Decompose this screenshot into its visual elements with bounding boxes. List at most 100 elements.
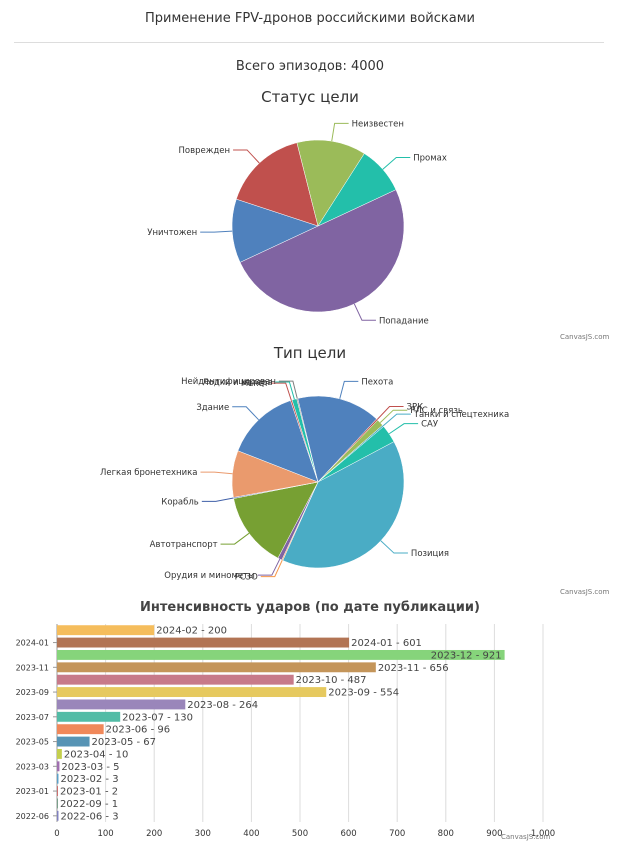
pie-slice-label: Пехота [361,377,393,387]
pie-label-leader [260,560,283,578]
bar-data-label: 2023-09 - 554 [328,688,399,699]
pie-slice-label: Автотранспорт [150,540,218,550]
pie-label-leader [232,406,259,421]
bar-data-label: 2023-12 - 921 [431,650,502,661]
x-tick-label: 900 [486,829,502,839]
y-tick-label: 2023-01 [16,787,49,796]
pie-slice-label: Попадание [379,316,429,326]
bar [57,625,155,636]
bar-data-label: 2023-08 - 264 [187,700,258,711]
pie-slice-label: Неизвестен [352,119,404,129]
pie-slice-label: Танки и спецтехника [413,410,509,420]
pie-label-leader [388,423,419,435]
pie-label-leader [382,413,411,427]
bar [57,687,327,698]
y-tick-label: 2023-11 [16,663,49,672]
pie-slice [297,395,377,483]
y-tick-label: 2024-01 [16,639,49,648]
bar-data-label: 2023-07 - 130 [122,712,193,723]
x-tick-label: 300 [195,829,211,839]
y-tick-label: 2023-05 [16,738,49,747]
bar [57,662,376,673]
x-tick-label: 500 [292,829,308,839]
pie-slice-label: Лодки и катера [202,378,272,388]
pie-slice-label: Легкая бронетехника [100,468,198,478]
pie-label-leader [376,406,404,420]
bar-data-label: 2023-10 - 487 [296,675,367,686]
y-tick-label: 2023-09 [16,688,49,697]
y-tick-label: 2022-06 [16,812,49,821]
pie-slice-label: Нейдентифицирован [181,377,276,387]
bar-data-label: 2023-01 - 2 [60,787,118,798]
pie-slice-label: Орудия и минометы [164,571,255,581]
pie-label-leader [382,156,411,170]
bar [57,786,58,797]
chart-credit: CanvasJS.com [560,333,610,341]
pie-label-leader [201,497,234,502]
pie-label-leader [200,471,233,475]
x-tick-label: 800 [438,829,454,839]
bar-data-label: 2024-01 - 601 [351,638,422,649]
chart-credit: CanvasJS.com [560,588,610,596]
chart-credit: CanvasJS.com [501,833,551,841]
page-title: Применение FPV-дронов российскими войска… [145,11,475,26]
bar [57,810,59,821]
x-tick-label: 200 [146,829,162,839]
type-chart-title: Тип цели [273,344,347,362]
pie-slice-label: ЗРК [407,403,424,413]
pie-slice [317,153,397,227]
title-divider [14,42,604,43]
bar [57,637,350,648]
y-tick-label: 2023-07 [16,713,49,722]
x-tick-label: 1,000 [531,829,555,839]
bar [57,699,186,710]
y-tick-label: 2023-03 [16,762,49,771]
pie-slice [231,198,319,263]
bar [57,761,60,772]
bar-data-label: 2024-02 - 200 [156,626,227,637]
pie-slice-label: Корабль [161,497,199,507]
bar [57,773,59,784]
bar-data-label: 2023-03 - 5 [61,762,119,773]
pie-label-leader [379,409,408,423]
x-tick-label: 0 [54,829,59,839]
pie-slice [296,139,365,227]
bar-data-label: 2022-09 - 1 [60,799,118,810]
pie-slice-label: Позиция [411,549,449,559]
bar [57,748,62,759]
pie-slice [239,189,405,312]
total-episodes: Всего эпизодов: 4000 [235,59,385,74]
pie-label-leader [233,149,260,164]
pie-label-leader [380,540,408,554]
pie-label-leader [339,380,359,399]
bar [57,711,121,722]
intensity-chart-title: Интенсивность ударов (по дате публикации… [140,600,480,615]
x-tick-label: 400 [243,829,259,839]
pie-slice-label: САУ [421,420,439,430]
bar [57,649,505,660]
pie-label-leader [275,381,295,400]
bar-data-label: 2023-02 - 3 [60,774,118,785]
pie-label-leader [353,303,376,321]
bar-data-label: 2023-11 - 656 [378,663,449,674]
pie-label-leader [271,382,292,401]
pie-slice-label: РСЗО [235,573,259,583]
pie-label-leader [257,558,281,576]
bar [57,798,58,809]
status-chart-title: Статус цели [261,88,359,106]
pie-slice-label: Макет [241,379,269,389]
bar [57,724,104,735]
pie-slice-label: Уничтожен [147,228,197,238]
bar-data-label: 2023-04 - 10 [64,749,128,760]
pie-slice [233,481,319,559]
pie-label-leader [220,532,250,545]
pie-slice-label: Поврежден [179,146,231,156]
x-tick-label: 600 [340,829,356,839]
pie-slice-label: РЛС и связь [410,406,463,416]
bar-data-label: 2023-06 - 96 [106,725,170,736]
bar [57,674,294,685]
bar-data-label: 2023-05 - 67 [92,737,156,748]
